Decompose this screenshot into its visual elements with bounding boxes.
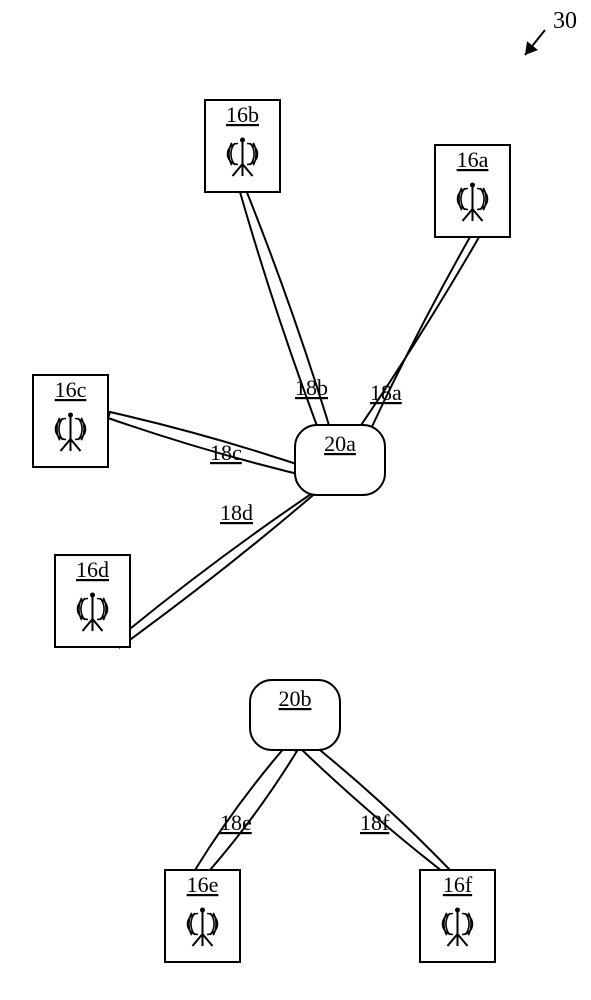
- transmitter-c: 16c: [33, 375, 108, 467]
- transmitter-label-f: 16f: [443, 872, 473, 897]
- link-label-18a: 18a: [370, 380, 402, 405]
- transmitter-f: 16f: [420, 870, 495, 962]
- transmitter-a: 16a: [435, 145, 510, 237]
- link-label-18c: 18c: [210, 440, 242, 465]
- link-18f: 18f: [300, 742, 460, 885]
- transmitter-label-b: 16b: [226, 102, 259, 127]
- link-18c: 18c: [108, 412, 323, 480]
- transmitter-label-c: 16c: [55, 377, 87, 402]
- transmitter-label-a: 16a: [457, 147, 489, 172]
- device-label-b: 20b: [279, 686, 312, 711]
- device-a: 20a: [295, 425, 385, 495]
- link-18d: 18d: [120, 478, 333, 647]
- link-label-18e: 18e: [220, 810, 252, 835]
- transmitter-e: 16e: [165, 870, 240, 962]
- transmitter-d: 16d: [55, 555, 130, 647]
- device-label-a: 20a: [324, 431, 356, 456]
- link-label-18f: 18f: [360, 810, 390, 835]
- transmitter-b: 16b: [205, 100, 280, 192]
- link-label-18b: 18b: [295, 375, 328, 400]
- link-18b: 18b: [240, 190, 335, 455]
- transmitter-label-d: 16d: [76, 557, 109, 582]
- device-b: 20b: [250, 680, 340, 750]
- figure-ref-label: 30: [553, 8, 577, 34]
- transmitter-label-e: 16e: [187, 872, 219, 897]
- link-label-18d: 18d: [220, 500, 253, 525]
- link-18e: 18e: [195, 747, 297, 870]
